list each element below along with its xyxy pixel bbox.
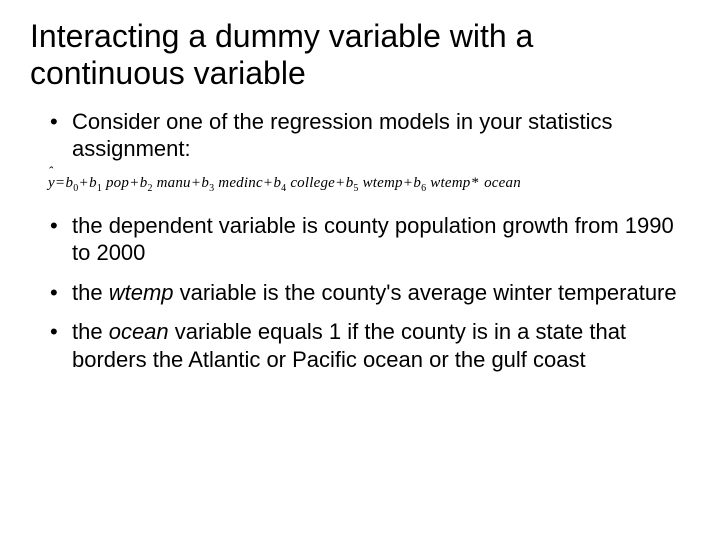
bullet-item-2: the dependent variable is county populat…	[50, 212, 690, 267]
regression-equation: y=b0+b1 pop+b2 manu+b3 medinc+b4 college…	[48, 175, 690, 194]
bullet-item-4: the ocean variable equals 1 if the count…	[50, 318, 690, 373]
slide-title: Interacting a dummy variable with a cont…	[30, 18, 690, 92]
y-hat: y	[48, 175, 55, 191]
bullet-item-3: the wtemp variable is the county's avera…	[50, 279, 690, 307]
bullet-list-2: the dependent variable is county populat…	[30, 212, 690, 374]
bullet-list: Consider one of the regression models in…	[30, 108, 690, 163]
bullet-item-1: Consider one of the regression models in…	[50, 108, 690, 163]
